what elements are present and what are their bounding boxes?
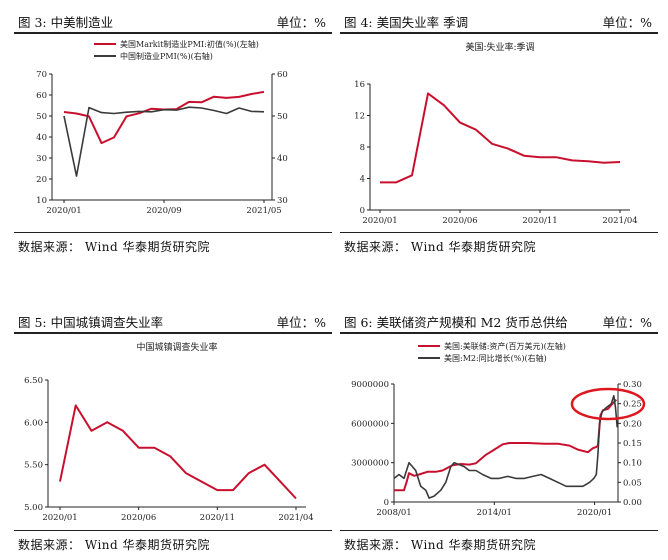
fig6-xtick-label: 2008/01 (376, 508, 411, 518)
fig3-footer: 数据来源： Wind 华泰期货研究院 (14, 232, 332, 254)
fig3-xtick-label: 2021/05 (246, 206, 281, 216)
fig3-ytick-label-right: 30 (277, 196, 288, 206)
fig5-panel: 图 5: 中国城镇调查失业率 单位：% 中国城镇调查失业率 5.00 5.50 6.0… (14, 310, 332, 555)
fig4-unit: 单位：% (602, 15, 652, 30)
fig5-ytick-label-left: 6.00 (24, 418, 43, 428)
fig4-chart: 美国:失业率:季调 0 4 8 12 16 2020/01 2020/06 2020/11 202… (354, 41, 637, 226)
fig5-header-rule (14, 332, 332, 334)
fig4-xtick-label: 2020/11 (522, 216, 557, 226)
fig6-ytick-label-right: 0.15 (623, 439, 642, 449)
fig4-ytick-label-left: 12 (354, 112, 365, 122)
fig4-series-1-line (380, 92, 621, 184)
fig3-header: 图 3: 中美制造业 单位：% (14, 10, 332, 34)
fig5-xtick-label: 2020/06 (121, 513, 156, 523)
fig3-series-2-line (63, 106, 265, 177)
fig3-series-1-line (63, 90, 265, 145)
fig6-ytick-label-left: 9000000 (351, 380, 389, 390)
fig3-panel: 图 3: 中美制造业 单位：% 10 20 30 40 50 60 70 30 40 50 60 20… (14, 10, 332, 254)
fig5-ytick-label-left: 6.50 (24, 376, 43, 386)
fig3-header-rule (14, 32, 332, 34)
fig4-footer-rule (340, 232, 658, 233)
fig6-header: 图 6: 美联储资产规模和 M2 货币总供给 单位：% (340, 310, 658, 334)
fig3-xtick-label: 2020/09 (146, 206, 181, 216)
fig4-source: 数据来源： Wind 华泰期货研究院 (344, 240, 537, 254)
fig3-chart: 10 20 30 40 50 60 70 30 40 50 60 2020/01 2020/09 2021… (36, 39, 288, 216)
fig4-title: 美国:失业率:季调 (465, 41, 534, 53)
fig3-ytick-label-left: 40 (36, 133, 47, 143)
fig6-ytick-label-right: 0.05 (623, 478, 642, 488)
fig6-source: 数据来源： Wind 华泰期货研究院 (344, 538, 537, 552)
fig4-xtick-label: 2021/04 (602, 216, 637, 226)
fig5-title: 中国城镇调查失业率 (136, 341, 217, 353)
fig6-ytick-label-left: 3000000 (351, 459, 389, 469)
fig3-label: 图 3: 中美制造业 (18, 15, 114, 30)
fig4-label: 图 4: 美国失业率 季调 (344, 15, 469, 30)
fig6-footer-rule (340, 530, 658, 531)
fig3-ytick-label-left: 50 (36, 112, 47, 122)
fig6-header-rule (340, 332, 658, 334)
fig4-footer: 数据来源： Wind 华泰期货研究院 (340, 232, 658, 254)
fig4-xtick-label: 2020/01 (362, 216, 397, 226)
fig5-ytick-label-left: 5.50 (24, 461, 43, 471)
fig3-legend-label: 中国制造业PMI(%)(右轴) (120, 51, 213, 61)
fig6-highlight-ellipse (570, 387, 646, 421)
fig6-ytick-label-right: 0.10 (623, 459, 642, 469)
fig3-ytick-label-left: 10 (36, 196, 47, 206)
fig5-xtick-label: 2020/01 (42, 513, 77, 523)
fig6-ytick-label-right: 0.30 (623, 380, 642, 390)
fig3-legend-label: 美国Markit制造业PMI:初值(%)(左轴) (120, 39, 259, 49)
fig5-unit: 单位：% (276, 315, 326, 330)
fig5-xtick-label: 2020/11 (200, 513, 235, 523)
fig4-ytick-label-left: 4 (360, 175, 365, 185)
fig4-header-rule (340, 32, 658, 34)
fig5-ytick-label-left: 5.00 (24, 503, 43, 513)
fig4-ytick-label-left: 8 (360, 143, 365, 153)
fig3-ytick-label-left: 60 (36, 91, 47, 101)
fig4-ytick-label-left: 16 (354, 80, 365, 90)
fig4-ytick-label-left: 0 (360, 206, 365, 216)
fig3-source: 数据来源： Wind 华泰期货研究院 (18, 240, 211, 254)
fig5-source: 数据来源： Wind 华泰期货研究院 (18, 538, 211, 552)
fig6-xtick-label: 2014/01 (477, 508, 512, 518)
fig4-header: 图 4: 美国失业率 季调 单位：% (340, 10, 658, 34)
fig6-label: 图 6: 美联储资产规模和 M2 货币总供给 (344, 315, 568, 330)
fig4-xtick-label: 2020/06 (442, 216, 477, 226)
fig6-panel: 图 6: 美联储资产规模和 M2 货币总供给 单位：% 0 3000000 6000… (340, 310, 658, 555)
fig5-label: 图 5: 中国城镇调查失业率 (18, 315, 164, 330)
fig6-ytick-label-right: 0.20 (623, 419, 642, 429)
fig6-ytick-label-left: 0 (384, 498, 389, 508)
fig5-chart: 中国城镇调查失业率 5.00 5.50 6.00 6.50 2020/01 2020/06 2… (24, 341, 314, 523)
fig3-footer-rule (14, 232, 332, 233)
fig5-footer-rule (14, 530, 332, 531)
fig3-ytick-label-right: 40 (277, 154, 288, 164)
fig6-ytick-label-right: 0.00 (623, 498, 642, 508)
fig6-xtick-label: 2020/01 (577, 508, 612, 518)
fig6-ytick-label-left: 6000000 (351, 419, 389, 429)
fig6-ytick-label-right: 0.25 (623, 400, 642, 410)
fig5-header: 图 5: 中国城镇调查失业率 单位：% (14, 310, 332, 334)
fig6-unit: 单位：% (602, 315, 652, 330)
fig3-ytick-label-left: 70 (36, 70, 47, 80)
fig6-legend-label: 美国:美联储:资产(百万美元)(左轴) (444, 341, 566, 351)
fig3-unit: 单位：% (276, 15, 326, 30)
fig6-legend-label: 美国:M2:同比增长(%)(右轴) (444, 353, 547, 363)
fig3-ytick-label-left: 30 (36, 154, 47, 164)
fig5-footer: 数据来源： Wind 华泰期货研究院 (14, 530, 332, 552)
fig3-ytick-label-left: 20 (36, 175, 47, 185)
fig5-series-1-line (59, 404, 297, 500)
fig6-series-2-line (393, 394, 618, 499)
fig3-xtick-label: 2020/01 (46, 206, 81, 216)
fig3-ytick-label-right: 50 (277, 112, 288, 122)
fig3-ytick-label-right: 60 (277, 70, 288, 80)
fig6-chart: 0 3000000 6000000 9000000 0.00 0.05 0.10 0.15 0.… (351, 341, 646, 518)
fig4-panel: 图 4: 美国失业率 季调 单位：% 美国:失业率:季调 0 4 8 12 16 2020/… (340, 10, 658, 254)
fig5-xtick-label: 2021/04 (278, 513, 313, 523)
fig6-footer: 数据来源： Wind 华泰期货研究院 (340, 530, 658, 552)
